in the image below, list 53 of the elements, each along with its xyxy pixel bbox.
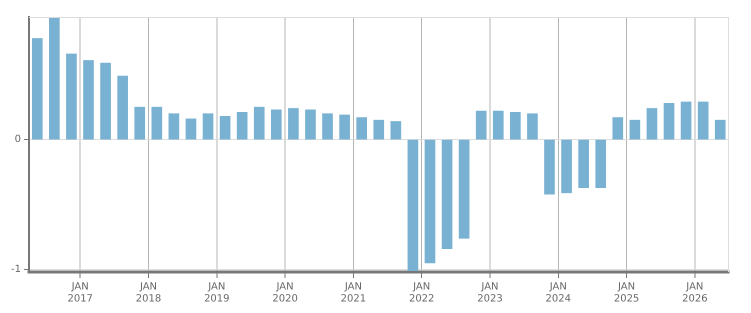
y-tick-label: -1 [10, 264, 21, 275]
x-tick-label: JAN 2024 [546, 282, 571, 305]
bar [492, 110, 504, 140]
bar [117, 76, 128, 140]
bar [630, 120, 640, 140]
bar [49, 17, 60, 140]
bar [100, 62, 111, 140]
x-tick-label: JAN 2019 [204, 282, 230, 305]
bar [356, 117, 368, 140]
bar [288, 108, 299, 140]
bar [646, 108, 658, 140]
bar [32, 38, 43, 140]
bar [510, 112, 521, 140]
bar [373, 120, 384, 140]
bar [595, 140, 606, 188]
x-tick-label: JAN 2023 [477, 282, 503, 305]
x-tick-label: JAN 2021 [340, 282, 366, 305]
bar [408, 140, 418, 272]
bar [202, 113, 214, 140]
bar [476, 110, 487, 140]
bar [83, 60, 94, 140]
bar [236, 112, 248, 140]
y-tick-label: 0 [14, 134, 21, 146]
bar [698, 102, 708, 140]
bar [561, 140, 572, 194]
bar [664, 102, 674, 140]
bar [527, 113, 538, 140]
bar [612, 117, 624, 140]
bar [66, 54, 77, 140]
bar [680, 102, 692, 140]
bar [186, 118, 196, 140]
bar [151, 106, 162, 140]
bar [305, 109, 316, 140]
bar [220, 116, 230, 140]
bar [339, 114, 350, 140]
bar [544, 140, 555, 194]
bar [390, 121, 402, 140]
x-tick-label: JAN 2020 [272, 282, 298, 305]
x-tick-label: JAN 2022 [408, 282, 434, 305]
x-tick-label: JAN 2017 [67, 282, 93, 305]
bar [322, 113, 333, 140]
bar [134, 106, 146, 140]
x-tick-label: JAN 2026 [682, 282, 708, 305]
bar [442, 140, 452, 249]
bar [578, 140, 589, 188]
bar [168, 113, 180, 140]
bar [458, 140, 470, 239]
x-tick-label: JAN 2025 [614, 282, 640, 305]
x-tick-label: JAN 2018 [136, 282, 162, 305]
bar [714, 120, 726, 140]
bar [270, 109, 282, 140]
bar [424, 140, 436, 264]
bar [254, 106, 265, 140]
